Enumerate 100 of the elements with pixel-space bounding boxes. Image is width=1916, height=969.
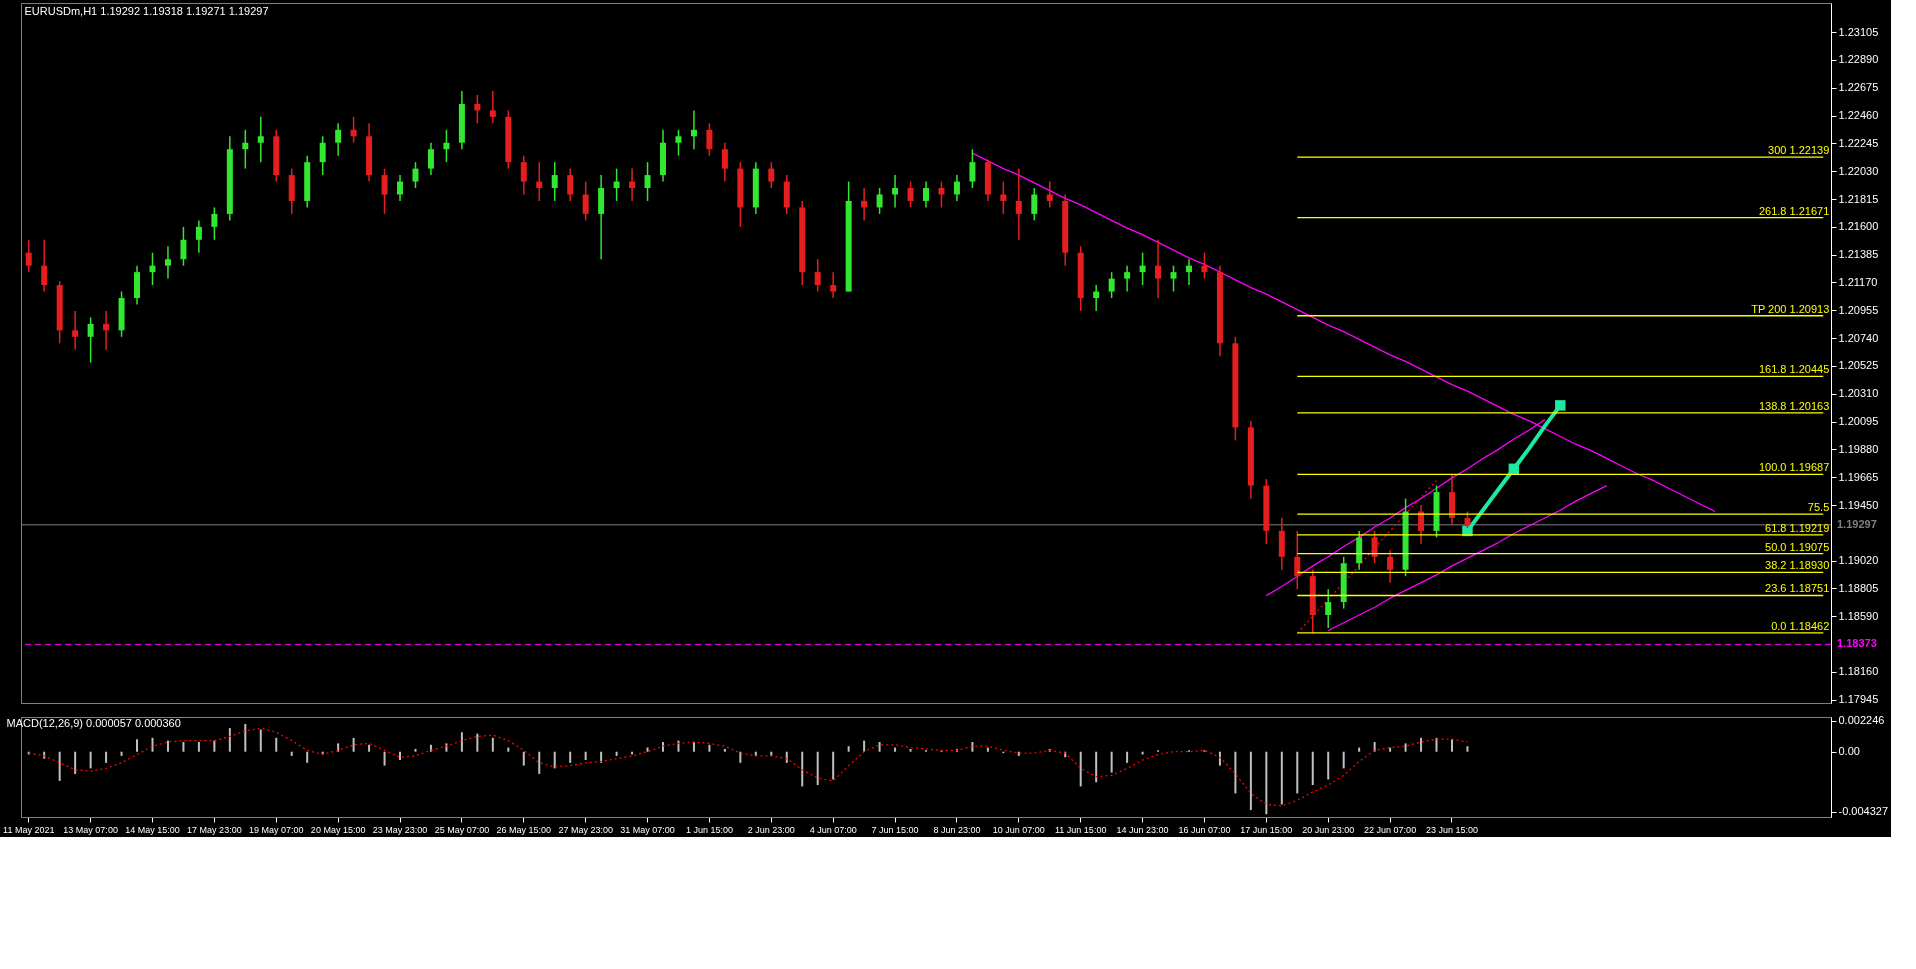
- bar: [785, 751, 788, 763]
- y-tick-label: 1.19665: [1838, 470, 1879, 483]
- candlestick: [644, 161, 651, 202]
- y-tick-label: 1.17945: [1838, 693, 1879, 706]
- series-label: 38.2 1.18930: [1765, 559, 1830, 572]
- candlestick: [427, 141, 434, 176]
- bar: [429, 744, 432, 752]
- y-tick-label: 1.22675: [1838, 81, 1879, 94]
- candlestick: [675, 129, 682, 157]
- bar: [244, 723, 247, 752]
- x-tick-label: 17 Jun 15:00: [1240, 824, 1293, 835]
- bar: [1389, 747, 1392, 752]
- y-tick-label: 1.22030: [1838, 164, 1879, 177]
- candlestick: [721, 141, 728, 183]
- x-tick-label: 17 May 23:00: [187, 824, 242, 835]
- candlestick: [1046, 180, 1053, 209]
- bar: [1435, 737, 1438, 752]
- candlestick: [690, 109, 697, 150]
- bar: [1358, 747, 1361, 752]
- bar: [1327, 751, 1330, 780]
- bar: [538, 751, 541, 774]
- series-label: 0.0 1.18462: [1771, 619, 1830, 632]
- x-tick-label: 8 Jun 23:00: [933, 824, 981, 835]
- y-tick-label: 1.22245: [1838, 136, 1879, 149]
- line-series: [1327, 484, 1608, 632]
- bar: [1296, 751, 1299, 794]
- candlestick: [1170, 264, 1177, 293]
- bar: [816, 751, 819, 786]
- candlestick: [629, 167, 636, 202]
- x-tick-label: 25 May 07:00: [434, 824, 490, 835]
- bar: [166, 740, 169, 752]
- candlestick: [536, 161, 543, 202]
- bar: [1110, 751, 1113, 773]
- x-tick-label: 14 May 15:00: [125, 824, 180, 835]
- x-tick-label: 2 Jun 23:00: [747, 824, 795, 835]
- candlestick: [706, 122, 713, 157]
- y-tick-label: 1.22890: [1838, 53, 1879, 66]
- candlestick: [892, 174, 899, 209]
- candlestick: [72, 310, 79, 351]
- bar: [1342, 751, 1345, 769]
- bar: [1420, 737, 1423, 752]
- bar: [105, 751, 108, 763]
- candlestick: [551, 161, 558, 202]
- bar: [89, 751, 92, 769]
- candlestick: [149, 251, 156, 286]
- chart-title: MACD(12,26,9) 0.000057 0.000360: [6, 716, 181, 729]
- candlestick: [319, 135, 326, 176]
- y-tick-label: 1.19880: [1838, 442, 1879, 455]
- bar: [847, 746, 850, 752]
- line-series: [28, 727, 1469, 807]
- candlestick: [180, 226, 187, 267]
- series-label: 138.8 1.20163: [1758, 399, 1830, 412]
- chart-title: EURUSDm,H1 1.19292 1.19318 1.19271 1.19297: [24, 5, 269, 17]
- bar: [1234, 751, 1237, 794]
- y-tick-label: 1.20525: [1838, 359, 1879, 372]
- bar: [1265, 751, 1268, 815]
- x-tick-label: 23 May 23:00: [372, 824, 428, 835]
- bar: [1404, 743, 1407, 752]
- bar: [1141, 751, 1144, 755]
- x-tick-label: 14 Jun 23:00: [1116, 824, 1169, 835]
- bar: [723, 748, 726, 752]
- bar: [1450, 739, 1453, 752]
- x-tick-label: 16 Jun 07:00: [1178, 824, 1231, 835]
- y-tick-label: -0.004327: [1838, 805, 1889, 818]
- x-tick-label: 20 Jun 23:00: [1302, 824, 1355, 835]
- y-tick-label: 1.21385: [1838, 248, 1879, 261]
- candlestick: [1201, 251, 1208, 280]
- bar: [1466, 746, 1469, 752]
- bar: [522, 751, 525, 766]
- point: [1555, 400, 1566, 411]
- candlestick: [814, 258, 821, 293]
- candlestick: [335, 122, 342, 157]
- candlestick: [1155, 239, 1162, 299]
- candlestick: [907, 180, 914, 209]
- candlestick: [1371, 530, 1378, 565]
- x-tick-label: 7 Jun 15:00: [871, 824, 919, 835]
- candlestick: [412, 161, 419, 189]
- y-tick-label: 1.18160: [1838, 665, 1879, 678]
- bar: [1126, 751, 1129, 763]
- y-tick-label: 1.18590: [1838, 609, 1879, 622]
- y-tick-label: 1.20095: [1838, 415, 1879, 428]
- candlestick: [103, 310, 110, 351]
- candlestick: [768, 161, 775, 189]
- candlestick: [582, 180, 589, 222]
- bar: [584, 751, 587, 761]
- candlestick: [257, 116, 264, 163]
- candlestick: [397, 174, 404, 202]
- bar: [290, 751, 293, 756]
- candlestick: [520, 154, 527, 196]
- bar: [832, 751, 835, 780]
- x-tick-label: 13 May 07:00: [63, 824, 118, 835]
- x-tick-label: 4 Jun 07:00: [809, 824, 857, 835]
- bar: [986, 747, 989, 752]
- bar: [213, 740, 216, 752]
- bar: [692, 742, 695, 752]
- candlestick: [381, 167, 388, 215]
- bar: [120, 751, 123, 756]
- bar: [863, 740, 866, 752]
- bar: [58, 751, 61, 781]
- bar: [1311, 751, 1314, 786]
